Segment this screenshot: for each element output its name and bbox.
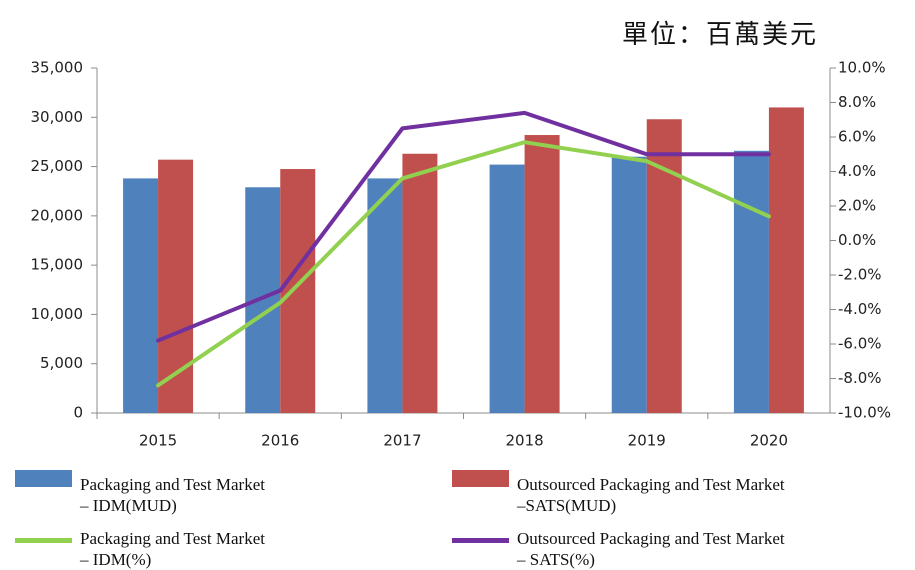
- x-tick-label: 2018: [505, 432, 543, 450]
- y2-tick-label: 10.0%: [838, 59, 886, 77]
- bar: [158, 159, 194, 413]
- legend-swatch: [15, 470, 72, 487]
- x-tick-label: 2017: [383, 432, 421, 450]
- y-tick-label: 20,000: [31, 206, 84, 224]
- y-tick-label: 15,000: [31, 256, 84, 274]
- legend-label: Packaging and Test Market – IDM(MUD): [80, 475, 265, 515]
- bar: [489, 164, 525, 413]
- bar: [123, 178, 159, 413]
- y2-tick-label: -4.0%: [838, 300, 882, 318]
- y2-tick-label: 2.0%: [838, 197, 876, 215]
- legend-swatch: [15, 538, 72, 543]
- legend-label: Outsourced Packaging and Test Market –SA…: [517, 475, 785, 515]
- bar: [524, 135, 560, 413]
- bar: [768, 107, 804, 413]
- y2-tick-label: 0.0%: [838, 231, 876, 249]
- line-series: [156, 110, 771, 343]
- x-tick-label: 2015: [139, 432, 177, 450]
- x-tick-label: 2016: [261, 432, 299, 450]
- unit-label: 單位：百萬美元: [622, 20, 819, 50]
- x-tick-label: 2020: [750, 432, 788, 450]
- bar: [280, 169, 316, 413]
- y2-tick-label: -8.0%: [838, 369, 882, 387]
- y-tick-label: 0: [73, 404, 83, 422]
- legend-swatch: [452, 538, 509, 543]
- x-tick-label: 2019: [628, 432, 666, 450]
- bar: [611, 156, 647, 413]
- y2-tick-label: -10.0%: [838, 404, 891, 422]
- y-tick-label: 35,000: [31, 59, 84, 77]
- bar: [245, 187, 281, 413]
- legend-label: Packaging and Test Market – IDM(%): [80, 529, 265, 569]
- y-tick-label: 10,000: [31, 305, 84, 323]
- legend-label: Outsourced Packaging and Test Market – S…: [517, 529, 785, 569]
- y-tick-label: 25,000: [31, 157, 84, 175]
- y-tick-label: 5,000: [40, 354, 83, 372]
- y2-tick-label: -6.0%: [838, 335, 882, 353]
- line-series: [156, 140, 771, 388]
- y2-tick-label: 8.0%: [838, 93, 876, 111]
- bar: [367, 178, 403, 413]
- bar: [733, 150, 769, 414]
- y2-tick-label: 4.0%: [838, 162, 876, 180]
- y2-tick-label: 6.0%: [838, 128, 876, 146]
- bar: [402, 153, 438, 413]
- legend-swatch: [452, 470, 509, 487]
- y-tick-label: 30,000: [31, 108, 84, 126]
- y2-tick-label: -2.0%: [838, 266, 882, 284]
